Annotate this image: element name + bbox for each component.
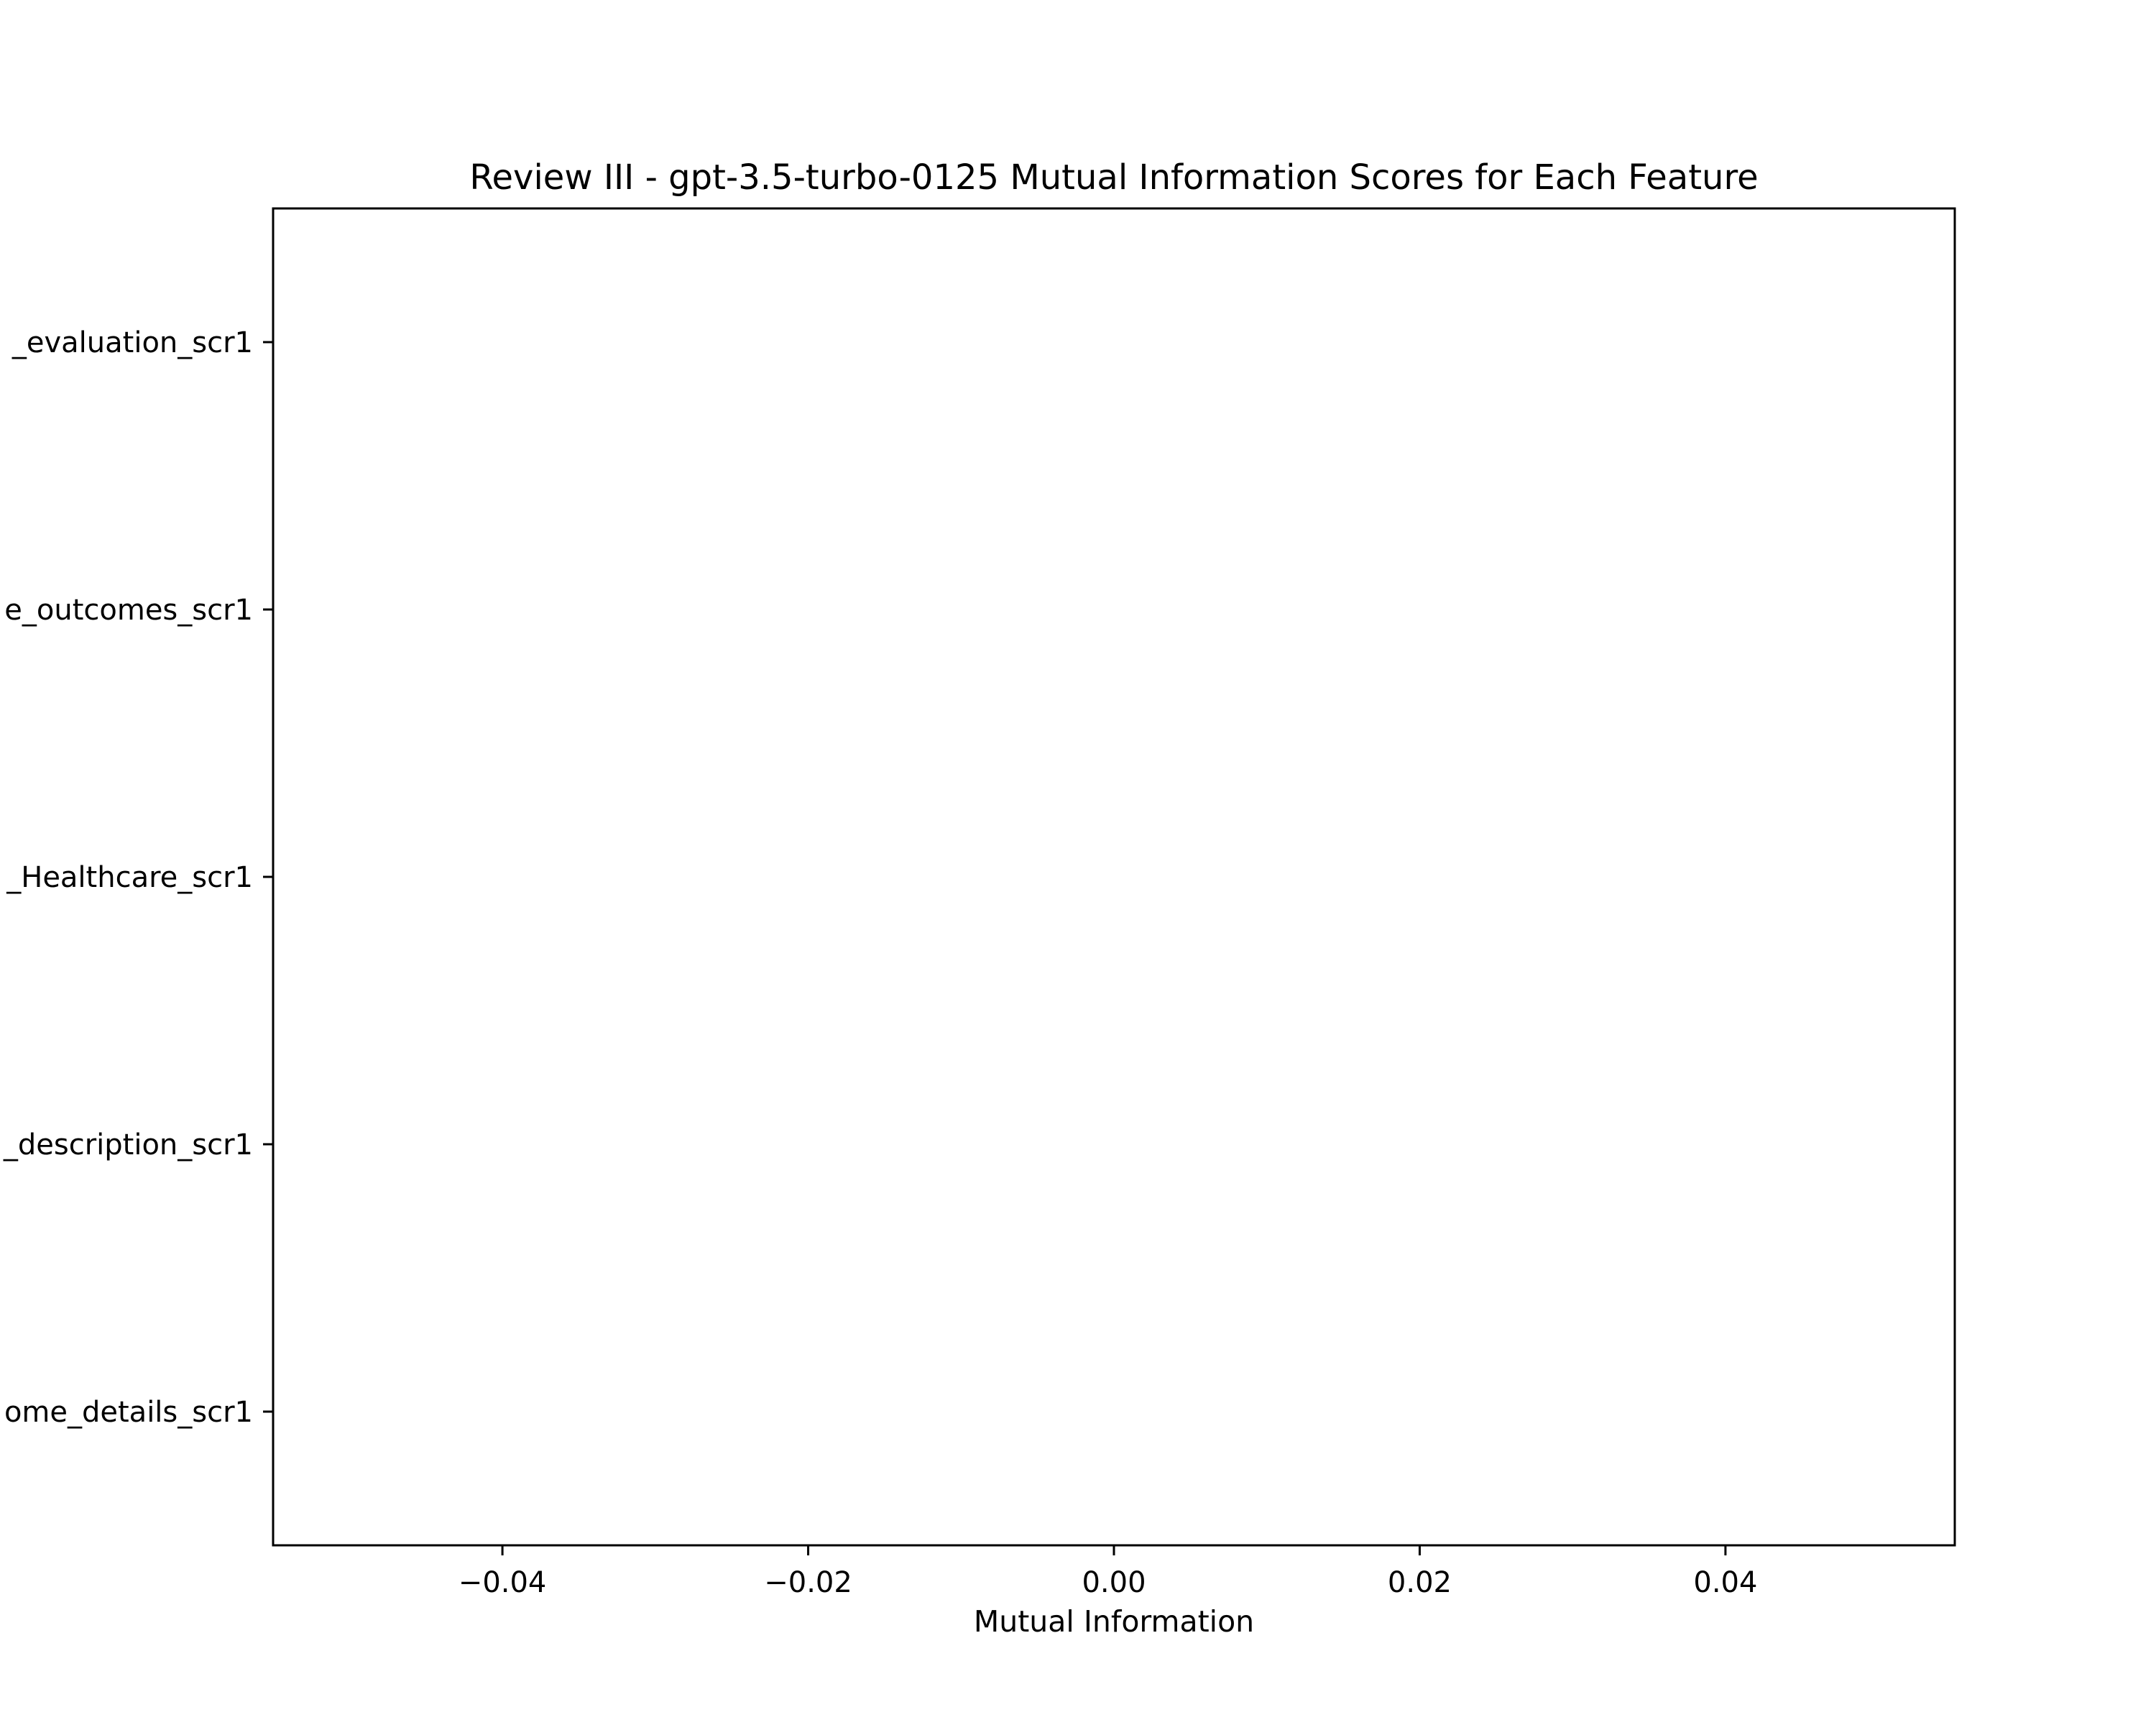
x-tick-label: 0.02 <box>1388 1566 1452 1599</box>
y-tick-label: ome_details_scr1 <box>4 1396 253 1429</box>
x-tick-label: 0.04 <box>1693 1566 1757 1599</box>
x-axis: −0.04 −0.02 0.00 0.02 0.04 <box>459 1545 1757 1599</box>
y-tick-label: _evaluation_scr1 <box>11 326 253 359</box>
x-tick-label: −0.04 <box>459 1566 547 1599</box>
x-axis-label: Mutual Information <box>974 1604 1254 1639</box>
y-tick-label: _Healthcare_scr1 <box>6 861 253 894</box>
y-tick-label: _description_scr1 <box>3 1128 253 1162</box>
y-tick-label: e_outcomes_scr1 <box>4 594 253 627</box>
x-tick-label: −0.02 <box>764 1566 852 1599</box>
chart-title: Review III - gpt-3.5-turbo-0125 Mutual I… <box>469 157 1758 198</box>
x-tick-label: 0.00 <box>1082 1566 1146 1599</box>
plot-area <box>272 207 1956 1547</box>
y-axis: _evaluation_scr1 e_outcomes_scr1 _Healthca… <box>3 326 273 1429</box>
